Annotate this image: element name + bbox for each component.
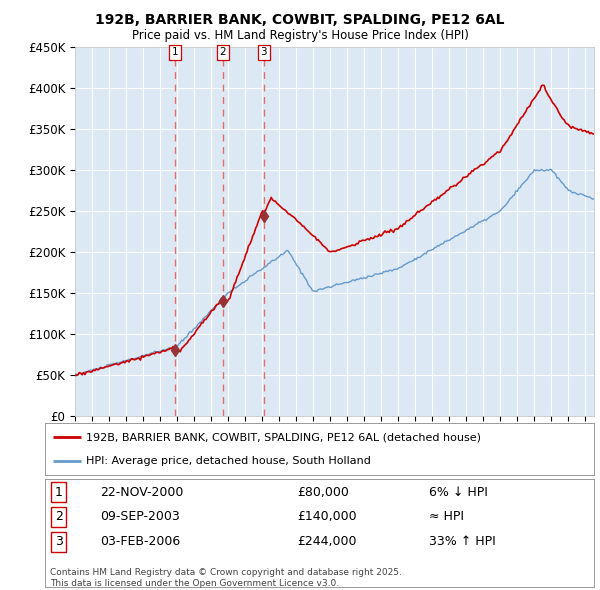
- Text: HPI: Average price, detached house, South Holland: HPI: Average price, detached house, Sout…: [86, 456, 371, 466]
- Text: 1: 1: [55, 486, 62, 499]
- Text: 03-FEB-2006: 03-FEB-2006: [100, 535, 180, 548]
- Text: 3: 3: [260, 47, 267, 57]
- Text: 09-SEP-2003: 09-SEP-2003: [100, 510, 179, 523]
- Text: ≈ HPI: ≈ HPI: [430, 510, 464, 523]
- Text: 3: 3: [55, 535, 62, 548]
- Text: 1: 1: [172, 47, 179, 57]
- Text: £244,000: £244,000: [298, 535, 357, 548]
- Text: £80,000: £80,000: [298, 486, 349, 499]
- Text: 192B, BARRIER BANK, COWBIT, SPALDING, PE12 6AL (detached house): 192B, BARRIER BANK, COWBIT, SPALDING, PE…: [86, 432, 481, 442]
- Text: Contains HM Land Registry data © Crown copyright and database right 2025.
This d: Contains HM Land Registry data © Crown c…: [50, 568, 403, 588]
- Text: Price paid vs. HM Land Registry's House Price Index (HPI): Price paid vs. HM Land Registry's House …: [131, 29, 469, 42]
- Text: 2: 2: [220, 47, 226, 57]
- Text: 6% ↓ HPI: 6% ↓ HPI: [430, 486, 488, 499]
- Text: 2: 2: [55, 510, 62, 523]
- Text: £140,000: £140,000: [298, 510, 357, 523]
- Text: 33% ↑ HPI: 33% ↑ HPI: [430, 535, 496, 548]
- Text: 22-NOV-2000: 22-NOV-2000: [100, 486, 183, 499]
- Text: 192B, BARRIER BANK, COWBIT, SPALDING, PE12 6AL: 192B, BARRIER BANK, COWBIT, SPALDING, PE…: [95, 13, 505, 27]
